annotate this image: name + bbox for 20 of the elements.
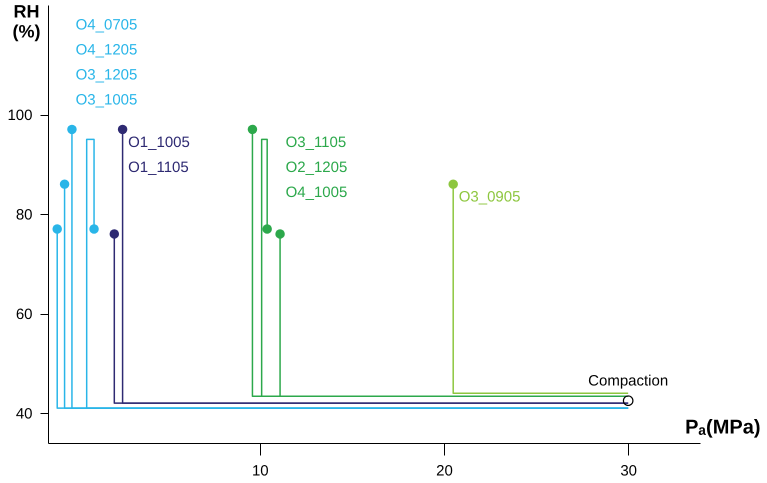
annotation: O1_1105: [128, 158, 189, 176]
annotation: Compaction: [588, 372, 668, 390]
annotation: O3_1205: [76, 66, 138, 84]
x-tick-label: 30: [620, 462, 638, 480]
y-tick-label: 40: [16, 406, 32, 423]
x-axis-title: Pₐ(MPa): [685, 416, 760, 438]
annotation: O4_1205: [76, 41, 138, 58]
annotation: O3_1005: [76, 91, 138, 108]
annotation: O1_1005: [128, 134, 190, 151]
x-tick-label: 10: [252, 462, 269, 480]
y-tick-label: 100: [7, 107, 32, 124]
y-tick-label: 60: [16, 306, 32, 324]
y-tick-label: 80: [16, 206, 32, 224]
annotation: O2_1205: [286, 158, 348, 176]
annotation: O3_0905: [458, 188, 520, 206]
annotation: O4_0705: [76, 16, 138, 34]
annotation: O4_1005: [286, 184, 348, 201]
x-tick-label: 20: [436, 462, 453, 480]
annotation: O3_1105: [286, 134, 346, 151]
y-axis-title: RH (%): [12, 2, 40, 42]
